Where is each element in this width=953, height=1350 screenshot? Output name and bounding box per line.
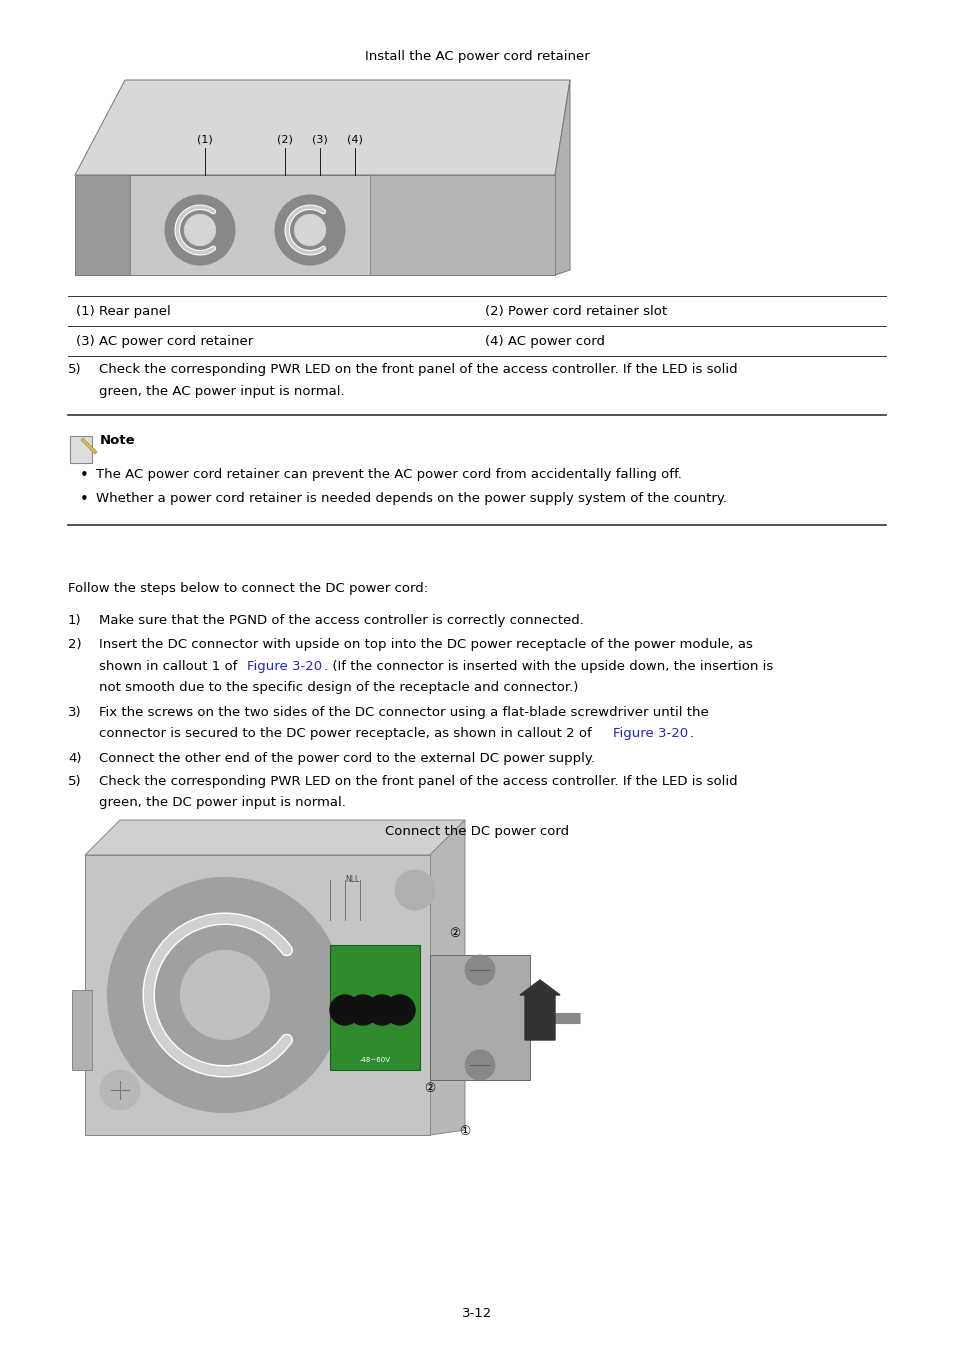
Text: connector is secured to the DC power receptacle, as shown in callout 2 of: connector is secured to the DC power rec… <box>99 728 596 740</box>
Text: NLL: NLL <box>345 875 359 884</box>
Circle shape <box>108 878 342 1112</box>
Bar <box>75 176 555 275</box>
Polygon shape <box>85 819 464 855</box>
Text: . (If the connector is inserted with the upside down, the insertion is: . (If the connector is inserted with the… <box>324 660 773 674</box>
Circle shape <box>294 215 325 246</box>
Bar <box>70 436 91 463</box>
Text: green, the DC power input is normal.: green, the DC power input is normal. <box>99 796 346 809</box>
Text: 5): 5) <box>68 775 82 788</box>
Circle shape <box>464 1050 495 1080</box>
Text: shown in callout 1 of: shown in callout 1 of <box>99 660 241 674</box>
Text: 5): 5) <box>68 363 82 377</box>
Text: Note: Note <box>100 433 135 447</box>
Text: Figure 3-20: Figure 3-20 <box>247 660 322 674</box>
Text: ②: ② <box>424 1081 436 1095</box>
Text: Check the corresponding PWR LED on the front panel of the access controller. If : Check the corresponding PWR LED on the f… <box>99 363 737 377</box>
Bar <box>330 945 419 1071</box>
Text: •: • <box>80 468 89 483</box>
Text: (2): (2) <box>276 135 293 144</box>
Circle shape <box>385 995 415 1025</box>
Polygon shape <box>81 437 97 454</box>
Text: Connect the other end of the power cord to the external DC power supply.: Connect the other end of the power cord … <box>99 752 595 765</box>
Text: ①: ① <box>459 1125 470 1138</box>
Bar <box>430 954 530 1080</box>
Text: (3) AC power cord retainer: (3) AC power cord retainer <box>76 335 253 347</box>
Circle shape <box>100 1071 140 1110</box>
Text: Figure 3-20: Figure 3-20 <box>613 728 687 740</box>
Text: (4): (4) <box>347 135 362 144</box>
Text: Install the AC power cord retainer: Install the AC power cord retainer <box>364 50 589 63</box>
Text: Connect the DC power cord: Connect the DC power cord <box>384 825 569 838</box>
Text: .: . <box>689 728 694 740</box>
Circle shape <box>348 995 377 1025</box>
Bar <box>370 176 555 275</box>
Circle shape <box>330 995 359 1025</box>
Circle shape <box>180 950 270 1040</box>
Text: Check the corresponding PWR LED on the front panel of the access controller. If : Check the corresponding PWR LED on the f… <box>99 775 737 788</box>
Text: Make sure that the PGND of the access controller is correctly connected.: Make sure that the PGND of the access co… <box>99 614 583 626</box>
Circle shape <box>165 194 234 265</box>
Polygon shape <box>555 80 569 275</box>
Text: Whether a power cord retainer is needed depends on the power supply system of th: Whether a power cord retainer is needed … <box>96 491 726 505</box>
Circle shape <box>184 215 215 246</box>
Text: 3): 3) <box>68 706 82 720</box>
Circle shape <box>274 194 345 265</box>
Text: 3-12: 3-12 <box>461 1307 492 1320</box>
Text: 1): 1) <box>68 614 82 626</box>
Text: (2) Power cord retainer slot: (2) Power cord retainer slot <box>484 305 666 317</box>
Text: Insert the DC connector with upside on top into the DC power receptacle of the p: Insert the DC connector with upside on t… <box>99 639 752 651</box>
Text: not smooth due to the specific design of the receptacle and connector.): not smooth due to the specific design of… <box>99 680 578 694</box>
Polygon shape <box>430 819 464 1135</box>
Bar <box>75 176 130 275</box>
Text: ②: ② <box>449 927 460 940</box>
Text: (1): (1) <box>197 135 213 144</box>
Polygon shape <box>71 990 91 1071</box>
Text: Fix the screws on the two sides of the DC connector using a flat-blade screwdriv: Fix the screws on the two sides of the D… <box>99 706 708 720</box>
Text: 4): 4) <box>68 752 81 765</box>
Text: green, the AC power input is normal.: green, the AC power input is normal. <box>99 385 344 397</box>
Polygon shape <box>75 80 569 176</box>
Bar <box>85 855 430 1135</box>
Circle shape <box>395 869 435 910</box>
FancyArrow shape <box>519 980 559 1040</box>
Text: •: • <box>80 491 89 508</box>
Circle shape <box>367 995 396 1025</box>
Text: (4) AC power cord: (4) AC power cord <box>484 335 604 347</box>
Text: (3): (3) <box>312 135 328 144</box>
Text: The AC power cord retainer can prevent the AC power cord from accidentally falli: The AC power cord retainer can prevent t… <box>96 468 681 481</box>
Text: -48~60V: -48~60V <box>359 1057 390 1062</box>
Circle shape <box>464 954 495 986</box>
Text: (1) Rear panel: (1) Rear panel <box>76 305 171 317</box>
Text: 2): 2) <box>68 639 82 651</box>
Text: Follow the steps below to connect the DC power cord:: Follow the steps below to connect the DC… <box>68 582 428 595</box>
